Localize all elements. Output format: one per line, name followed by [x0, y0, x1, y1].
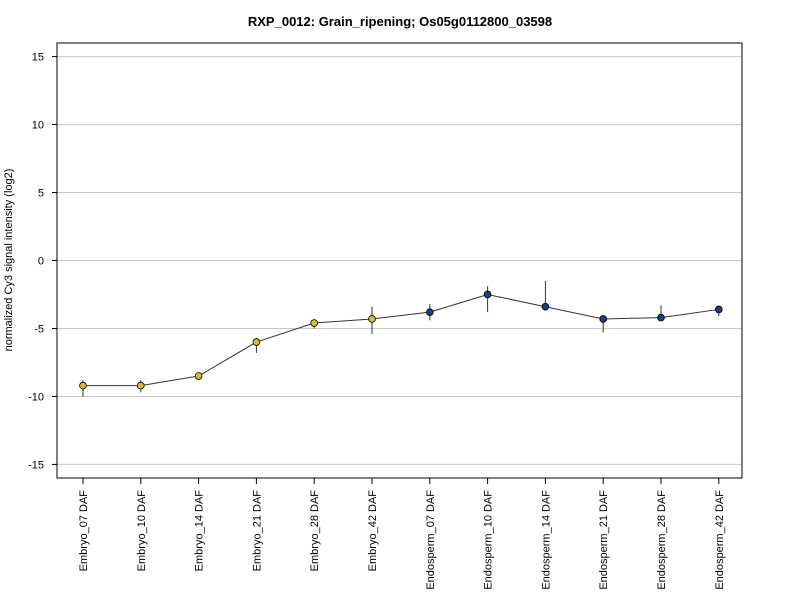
x-tick-label: Embryo_14 DAF: [194, 490, 206, 572]
y-tick-label: 15: [32, 52, 44, 64]
x-tick-label: Endosperm_14 DAF: [540, 490, 552, 590]
x-tick-label: Endosperm_42 DAF: [714, 490, 726, 590]
x-tick-label: Embryo_42 DAF: [367, 490, 379, 572]
x-tick-label: Endosperm_28 DAF: [656, 490, 668, 590]
series-line-group: [83, 293, 719, 387]
grid-lines: [57, 56, 742, 465]
x-tick-label: Embryo_21 DAF: [251, 490, 263, 572]
data-point: [310, 319, 319, 327]
x-tick-label: Endosperm_07 DAF: [425, 490, 437, 590]
data-point: [714, 305, 723, 314]
y-tick-label: 5: [38, 188, 44, 200]
y-tick-label: 0: [38, 256, 44, 268]
data-point: [252, 338, 261, 346]
data-point: [483, 290, 492, 299]
x-tick-label: Endosperm_21 DAF: [598, 490, 610, 590]
y-axis: -15 -10 -5 0 5 10 15: [28, 52, 57, 471]
y-tick-label: -5: [34, 323, 44, 335]
series-line: [83, 293, 719, 387]
data-point: [137, 381, 145, 390]
y-tick-label: -10: [28, 391, 44, 403]
data-point: [425, 308, 434, 316]
data-point: [368, 315, 376, 323]
data-point: [541, 302, 550, 311]
x-tick-label: Endosperm_10 DAF: [483, 490, 495, 590]
data-point: [657, 313, 665, 322]
data-point: [599, 315, 607, 323]
y-tick-label: 10: [32, 120, 44, 132]
x-tick-label: Embryo_28 DAF: [309, 490, 321, 572]
data-points: [79, 290, 723, 390]
y-tick-label: -15: [28, 459, 44, 471]
x-axis: Embryo_07 DAF Embryo_10 DAF Embryo_14 DAF E…: [78, 478, 726, 590]
chart-title: RXP_0012: Grain_ripening; Os05g0112800_0…: [248, 14, 552, 29]
data-point: [79, 381, 87, 390]
x-tick-label: Embryo_07 DAF: [78, 490, 90, 572]
x-tick-label: Embryo_10 DAF: [136, 490, 148, 572]
y-axis-label: normalized Cy3 signal intensity (log2): [3, 169, 15, 352]
data-point: [194, 372, 203, 380]
